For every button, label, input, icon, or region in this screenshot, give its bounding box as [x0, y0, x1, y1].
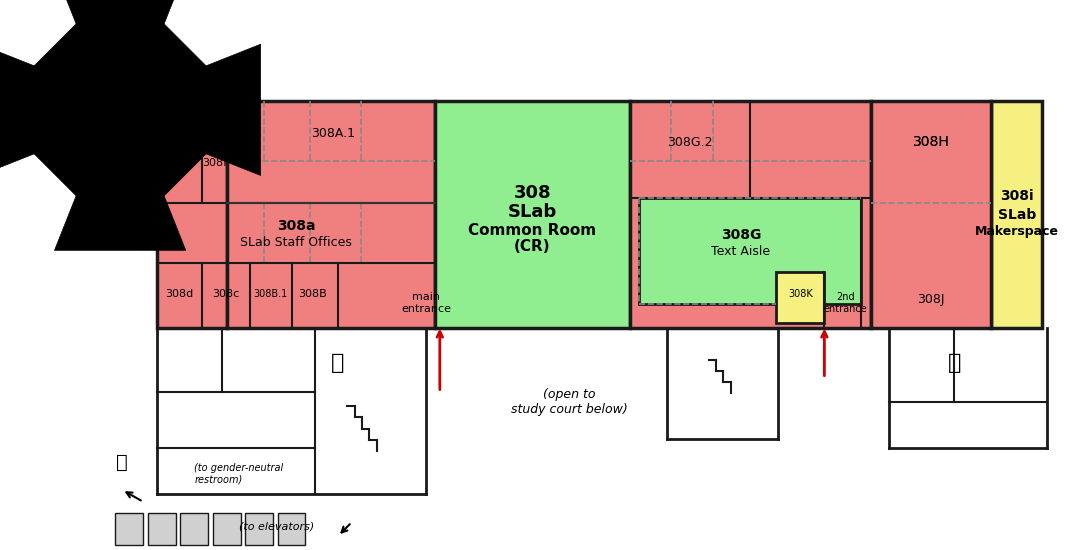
FancyBboxPatch shape	[115, 513, 144, 546]
Text: 308f: 308f	[203, 158, 228, 168]
Text: main
entrance: main entrance	[401, 292, 451, 313]
Text: Makerspace: Makerspace	[975, 225, 1060, 238]
Text: 308e: 308e	[166, 158, 194, 168]
Text: 🚶: 🚶	[947, 353, 960, 373]
Text: 308a: 308a	[277, 219, 316, 233]
Text: 308H: 308H	[913, 135, 950, 149]
Text: Common Room: Common Room	[468, 223, 597, 238]
FancyBboxPatch shape	[245, 513, 273, 546]
Text: 308A.1: 308A.1	[311, 126, 355, 140]
Text: 308J: 308J	[917, 293, 944, 306]
FancyBboxPatch shape	[227, 101, 436, 328]
Text: 308G: 308G	[721, 228, 761, 242]
FancyBboxPatch shape	[278, 513, 305, 546]
Text: 308G.2: 308G.2	[668, 136, 713, 148]
Text: W: W	[114, 147, 126, 157]
Text: SLab: SLab	[507, 203, 558, 221]
Text: 308K: 308K	[788, 289, 812, 299]
Text: 308c: 308c	[212, 289, 240, 299]
FancyBboxPatch shape	[436, 101, 629, 328]
Text: 308: 308	[514, 184, 551, 202]
FancyBboxPatch shape	[871, 101, 991, 328]
FancyBboxPatch shape	[181, 513, 208, 546]
Text: 308B.1: 308B.1	[253, 289, 287, 299]
Text: (to gender-neutral
restroom): (to gender-neutral restroom)	[194, 463, 283, 485]
Text: N: N	[115, 63, 125, 73]
Text: Text Aisle: Text Aisle	[711, 245, 771, 258]
FancyBboxPatch shape	[639, 198, 861, 305]
Text: (open to
study court below): (open to study court below)	[511, 388, 628, 416]
Text: 308d: 308d	[166, 289, 194, 299]
Text: 🚶: 🚶	[331, 353, 344, 373]
FancyBboxPatch shape	[157, 124, 227, 328]
Text: 2nd
entrance: 2nd entrance	[823, 292, 868, 313]
Text: (CR): (CR)	[514, 239, 551, 255]
FancyBboxPatch shape	[148, 513, 175, 546]
FancyBboxPatch shape	[629, 101, 871, 328]
FancyBboxPatch shape	[776, 272, 824, 323]
Text: SLab: SLab	[998, 207, 1037, 222]
Text: 308i: 308i	[1001, 189, 1033, 203]
Text: 🚽: 🚽	[117, 453, 127, 471]
Text: (to elevators): (to elevators)	[240, 522, 315, 532]
Text: 308B: 308B	[298, 289, 327, 299]
Text: S: S	[157, 105, 166, 115]
Text: E: E	[75, 105, 83, 115]
Text: SLab Staff Offices: SLab Staff Offices	[241, 236, 352, 249]
Text: 308H: 308H	[913, 135, 950, 149]
FancyBboxPatch shape	[991, 101, 1042, 328]
FancyBboxPatch shape	[212, 513, 241, 546]
